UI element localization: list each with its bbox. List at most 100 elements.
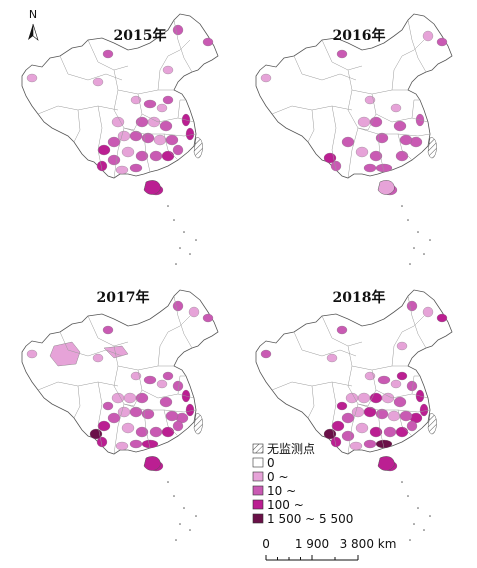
monitoring-regions	[26, 300, 214, 472]
region-cell	[406, 380, 418, 392]
region-cell	[419, 403, 429, 417]
region-cell	[363, 439, 377, 449]
region-cell	[355, 146, 369, 158]
region-cell	[115, 165, 129, 175]
region-cell	[341, 136, 355, 148]
region-cell	[156, 379, 168, 389]
region-cell	[97, 144, 111, 156]
region-cell	[351, 406, 365, 418]
region-cell	[102, 401, 114, 411]
region-cell	[375, 439, 393, 449]
legend-label-mid: 10 ~	[267, 484, 296, 498]
region-cell	[406, 420, 418, 432]
map-panels: 2015年 2016年 2017年 2018年	[21, 13, 453, 541]
region-cell	[393, 396, 407, 408]
region-cell	[143, 375, 157, 385]
region-cell	[399, 134, 413, 146]
region-cell	[26, 349, 38, 359]
region-cell	[260, 349, 272, 359]
region-cell	[357, 392, 371, 404]
region-cell	[406, 300, 418, 312]
region-cell	[96, 160, 108, 172]
scale-bar: 0 1 900 3 800 km	[262, 537, 396, 561]
region-cell	[375, 408, 389, 420]
map-title-2016: 2016年	[333, 27, 386, 44]
region-cell	[188, 306, 200, 318]
region-cell	[121, 146, 135, 158]
region-cell	[375, 132, 389, 144]
hainan-island	[143, 456, 161, 471]
region-cell	[107, 136, 121, 148]
south-sea-islands	[401, 481, 431, 541]
map-title-2018: 2018年	[333, 289, 386, 306]
region-cell	[147, 116, 161, 128]
region-cell	[355, 422, 369, 434]
region-cell	[130, 371, 142, 381]
region-cell	[159, 396, 173, 408]
region-cell	[161, 150, 175, 162]
map-2015: 2015年	[21, 13, 219, 265]
region-cell	[341, 412, 355, 424]
north-arrow: N	[28, 8, 39, 41]
south-sea-islands	[167, 481, 197, 541]
region-cell	[117, 130, 131, 142]
north-arrow-label: N	[29, 8, 37, 21]
region-cell	[135, 426, 149, 438]
region-cell	[107, 412, 121, 424]
region-cell	[26, 73, 38, 83]
region-cell	[381, 392, 395, 404]
region-cell	[330, 436, 342, 448]
legend-swatch-high	[252, 499, 264, 510]
region-cell	[97, 420, 111, 432]
region-cell	[369, 426, 383, 438]
region-cell	[172, 420, 184, 432]
region-cell	[115, 441, 129, 451]
legend-label-very-high: 1 500 ~ 5 500	[267, 512, 353, 526]
map-2018: 2018年	[255, 289, 453, 541]
map-2017: 2017年	[21, 289, 219, 541]
region-cell	[331, 420, 345, 432]
region-cell	[326, 353, 338, 363]
legend-label-low: 0 ~	[267, 470, 289, 484]
legend-swatch-low	[252, 471, 264, 482]
region-cell	[369, 150, 383, 162]
region-cell	[422, 306, 434, 318]
region-cell	[172, 24, 184, 36]
legend-swatch-zero	[252, 457, 264, 468]
province-boundaries	[37, 295, 197, 455]
region-cell	[357, 116, 371, 128]
region-cell	[345, 392, 359, 404]
region-cell	[141, 439, 159, 449]
region-cell	[111, 392, 125, 404]
region-cell	[390, 379, 402, 389]
taiwan-island	[427, 137, 437, 159]
hainan-island	[143, 180, 161, 195]
map-title-2017: 2017年	[97, 289, 150, 306]
scale-label-0: 0	[262, 537, 270, 551]
legend-swatch-no-monitoring	[252, 443, 264, 454]
region-cell	[396, 341, 408, 351]
region-cell	[341, 430, 355, 442]
region-cell	[156, 103, 168, 113]
region-cell	[399, 410, 413, 422]
region-cell	[129, 406, 143, 418]
region-cell	[107, 154, 121, 166]
region-cell	[202, 37, 214, 47]
region-cell	[349, 441, 363, 451]
region-cell	[395, 426, 409, 438]
region-cell	[96, 436, 108, 448]
region-cell	[111, 116, 125, 128]
legend-label-high: 100 ~	[267, 498, 304, 512]
region-cell	[102, 325, 114, 335]
province-boundaries	[271, 19, 431, 179]
region-cell	[92, 353, 104, 363]
region-cell	[129, 163, 143, 173]
region-cell	[153, 134, 167, 146]
region-cell	[117, 406, 131, 418]
region-cell	[387, 410, 401, 422]
region-cell	[165, 410, 179, 422]
region-cell	[202, 313, 214, 323]
region-cell	[330, 160, 342, 172]
